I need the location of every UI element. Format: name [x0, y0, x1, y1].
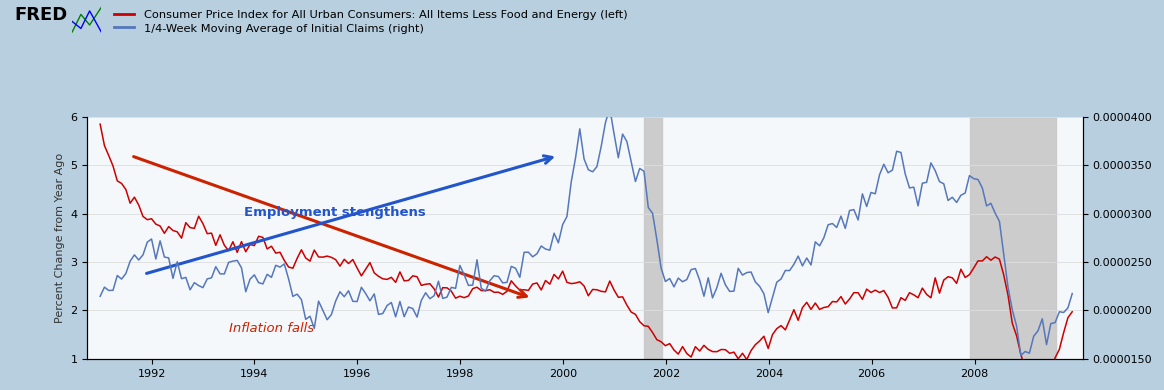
- Text: Employment stengthens: Employment stengthens: [244, 206, 426, 219]
- Y-axis label: Percent Change from Year Ago: Percent Change from Year Ago: [55, 153, 65, 323]
- Bar: [645, 117, 661, 359]
- Bar: [971, 117, 1056, 359]
- Text: FRED: FRED: [14, 6, 68, 24]
- Legend: Consumer Price Index for All Urban Consumers: All Items Less Food and Energy (le: Consumer Price Index for All Urban Consu…: [114, 10, 627, 34]
- Y-axis label: 1/Number: 1/Number: [1162, 210, 1164, 266]
- Text: Inflation falls: Inflation falls: [229, 322, 314, 335]
